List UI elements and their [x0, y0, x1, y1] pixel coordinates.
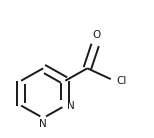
Text: N: N: [39, 119, 47, 129]
Text: Cl: Cl: [116, 76, 127, 86]
Text: O: O: [92, 30, 100, 40]
Text: N: N: [67, 101, 75, 111]
